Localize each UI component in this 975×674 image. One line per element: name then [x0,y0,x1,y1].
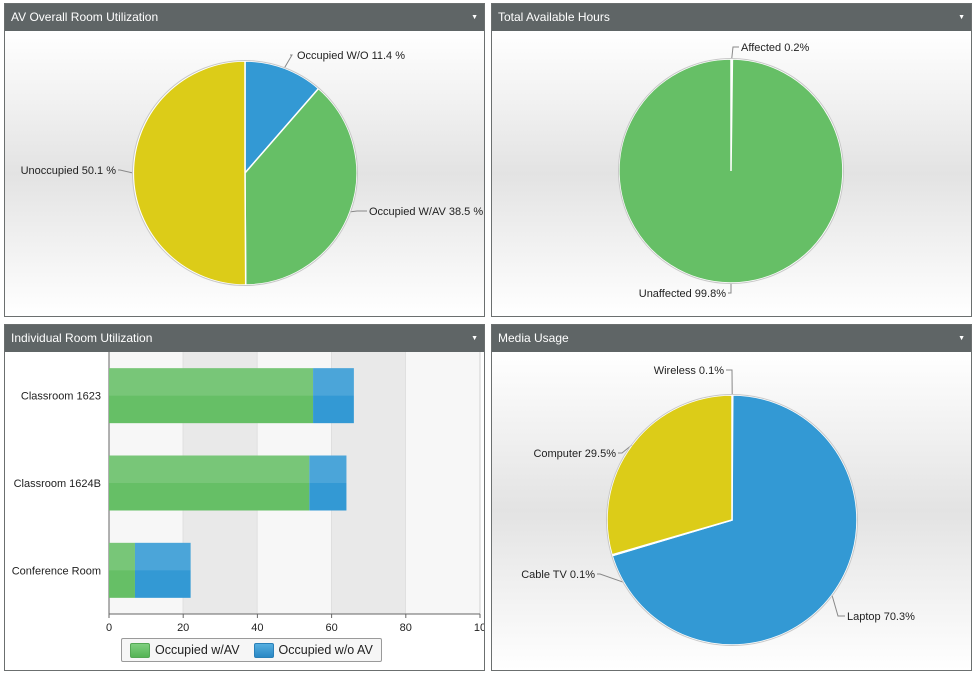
x-tick-label: 40 [251,622,263,634]
x-tick-label: 20 [177,622,189,634]
panel-title: AV Overall Room Utilization [11,10,159,24]
bar-segment-occupied-w-av[interactable] [109,368,314,424]
x-tick-label: 80 [400,622,412,634]
category-label: Classroom 1623 [21,391,101,403]
legend-swatch [130,642,150,658]
category-label: Classroom 1624B [14,478,101,490]
bar-segment-occupied-w-av[interactable] [109,455,310,511]
label-leader-line [618,444,633,454]
x-tick-label: 60 [325,622,337,634]
pie-outline [606,394,858,646]
panel-header: Individual Room Utilization ▼ [5,325,484,352]
panel-title: Media Usage [498,331,569,345]
category-label: Conference Room [12,565,101,577]
dropdown-caret-icon[interactable]: ▼ [958,335,965,342]
label-leader-line [349,210,367,213]
bar-highlight [309,455,347,483]
label-leader-line [283,54,293,69]
label-leader-line [728,283,732,294]
media-usage-panel: Media Usage ▼ Wireless 0.1% Laptop 70.3% C… [491,324,972,671]
panel-title: Individual Room Utilization [11,331,153,345]
panel-header: Media Usage ▼ [492,325,971,352]
pie-slice-occupied-w-av[interactable] [244,87,358,286]
slice-label: Unaffected 99.8% [639,288,726,300]
media-usage-pie-chart: Wireless 0.1% Laptop 70.3% Cable TV 0.1% Co… [492,352,971,670]
label-leader-line [731,46,739,60]
pie-outline [132,60,358,286]
slice-label: Affected 0.2% [741,42,810,54]
chart-legend: Occupied w/AV Occupied w/o AV [121,638,382,662]
bar-segment-occupied-w-o-av[interactable] [309,455,347,511]
slice-label: Unoccupied 50.1 % [21,165,117,177]
bar-highlight [109,368,314,396]
bar-highlight [109,455,310,483]
slice-label: Occupied W/O 11.4 % [297,50,405,62]
pie-slice-unaffected[interactable] [618,58,844,284]
slice-label: Wireless 0.1% [654,365,725,377]
pie-slice-unoccupied[interactable] [132,60,247,286]
x-tick-label: 0 [106,622,112,634]
pie-slice-computer[interactable] [606,394,733,556]
available-hours-pie-chart: Affected 0.2% Unaffected 99.8% [492,31,971,316]
dropdown-caret-icon[interactable]: ▼ [471,335,478,342]
slice-label: Laptop 70.3% [847,611,915,623]
dropdown-caret-icon[interactable]: ▼ [471,14,478,21]
room-utilization-bar-chart: 0 20 40 60 80 10 Classroom 1623 Classroom 1624B… [12,352,484,634]
slice-label: Cable TV 0.1% [521,569,595,581]
av-utilization-panel: AV Overall Room Utilization ▼ Occupied W… [4,3,485,317]
grid-band [405,352,480,614]
label-leader-line [726,369,733,396]
pie-slice-laptop[interactable] [611,394,858,646]
bar-segment-occupied-w-av[interactable] [109,542,135,598]
dropdown-caret-icon[interactable]: ▼ [958,14,965,21]
slice-label: Computer 29.5% [533,448,616,460]
av-utilization-pie-chart: Occupied W/O 11.4 % Occupied W/AV 38.5 % U… [5,31,484,316]
bar-segment-occupied-w-o-av[interactable] [134,542,191,598]
panel-header: Total Available Hours ▼ [492,4,971,31]
pie-outline [618,58,844,284]
room-utilization-panel: Individual Room Utilization ▼ 0 20 40 60 80 1… [4,324,485,671]
label-leader-line [597,573,624,583]
panel-header: AV Overall Room Utilization ▼ [5,4,484,31]
panel-title: Total Available Hours [498,10,610,24]
slice-label: Occupied W/AV 38.5 % [369,206,483,218]
bar-segment-occupied-w-o-av[interactable] [313,368,354,424]
legend-swatch [253,642,274,658]
available-hours-panel: Total Available Hours ▼ Affected 0.2% Una… [491,3,972,317]
label-leader-line [831,594,845,617]
legend-item-occupied-no-av[interactable]: Occupied w/o AV [253,642,373,658]
x-tick-label: 10 [474,622,484,634]
bar-highlight [109,542,135,571]
legend-label: Occupied w/o AV [278,643,373,657]
bar-highlight [134,542,191,571]
legend-item-occupied-av[interactable]: Occupied w/AV [130,642,240,658]
bar-highlight [313,368,354,396]
legend-label: Occupied w/AV [155,643,240,657]
label-leader-line [118,169,134,174]
